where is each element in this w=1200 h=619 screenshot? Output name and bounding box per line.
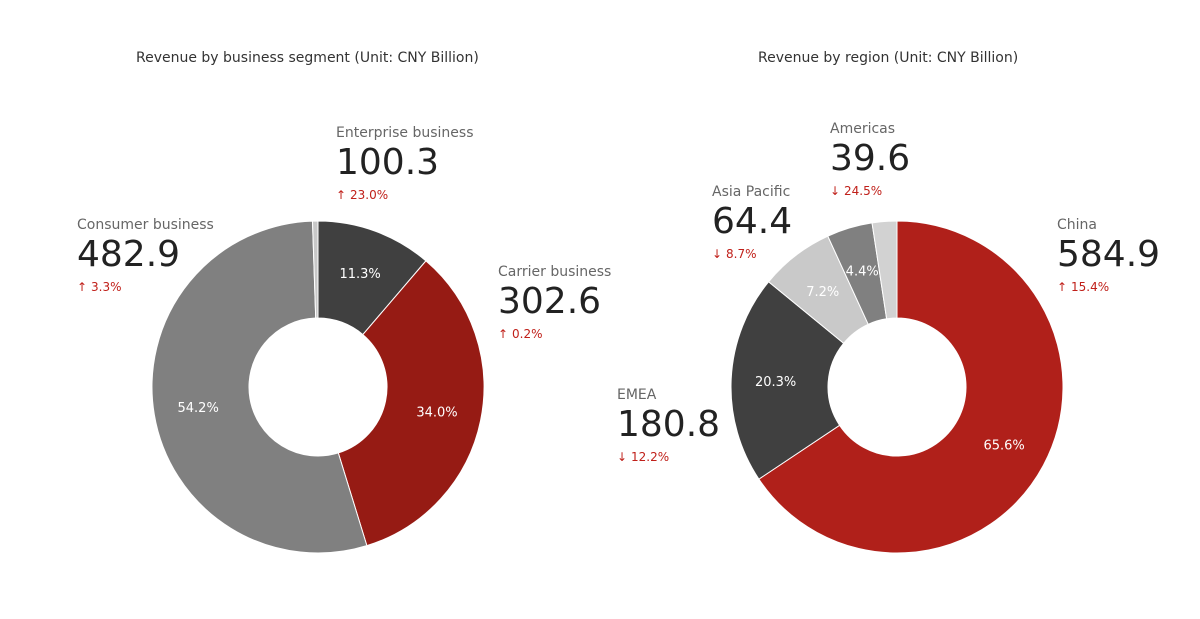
- slice-emea: [730, 281, 845, 480]
- slice-percent-label: 11.3%: [339, 267, 380, 282]
- callout-value: 482.9: [77, 234, 181, 275]
- arrow-up-icon: ↑: [1057, 280, 1068, 294]
- callout-emea: EMEA 180.8 ↓ 12.2%: [617, 386, 720, 466]
- callout-change: ↓ 12.2%: [617, 450, 670, 464]
- callout-value: 100.3: [336, 142, 440, 183]
- chart-title-segment: Revenue by business segment (Unit: CNY B…: [136, 50, 479, 66]
- slice-other: [311, 220, 319, 319]
- arrow-down-icon: ↓: [712, 247, 723, 261]
- callout-value: 584.9: [1057, 234, 1161, 275]
- callout-change: ↑ 0.2%: [498, 327, 543, 341]
- callout-label: Asia Pacific: [712, 184, 791, 200]
- slice-other: [871, 220, 898, 320]
- arrow-down-icon: ↓: [617, 450, 628, 464]
- slice-percent-label: 20.3%: [755, 375, 796, 390]
- slice-percent-label: 4.4%: [846, 265, 879, 280]
- slice-percent-label: 7.2%: [806, 285, 839, 300]
- slice-percent-label: 54.2%: [178, 401, 219, 416]
- callout-value: 180.8: [617, 404, 721, 445]
- callout-label: China: [1057, 217, 1097, 233]
- slice-china: [758, 220, 1064, 554]
- callout-value: 39.6: [830, 138, 911, 179]
- slice-percent-label: 65.6%: [983, 438, 1024, 453]
- callout-americas: Americas 39.6 ↓ 24.5%: [830, 120, 910, 200]
- callout-label: Consumer business: [77, 217, 214, 233]
- slice-consumer-business: [151, 220, 368, 554]
- callout-label: Enterprise business: [336, 125, 474, 141]
- callout-enterprise: Enterprise business 100.3 ↑ 23.0%: [336, 124, 473, 204]
- callout-label: Americas: [830, 121, 896, 137]
- callout-label: Carrier business: [498, 264, 612, 280]
- callout-carrier: Carrier business 302.6 ↑ 0.2%: [498, 263, 611, 343]
- callout-china: China 584.9 ↑ 15.4%: [1057, 216, 1160, 296]
- slice-percent-label: 34.0%: [416, 406, 457, 421]
- arrow-up-icon: ↑: [336, 188, 347, 202]
- arrow-up-icon: ↑: [498, 327, 509, 341]
- arrow-down-icon: ↓: [830, 184, 841, 198]
- callout-change: ↓ 8.7%: [712, 247, 757, 261]
- callout-asia-pacific: Asia Pacific 64.4 ↓ 8.7%: [712, 183, 792, 263]
- callout-change: ↑ 3.3%: [77, 280, 122, 294]
- arrow-up-icon: ↑: [77, 280, 88, 294]
- callout-value: 302.6: [498, 281, 602, 322]
- chart-title-region: Revenue by region (Unit: CNY Billion): [758, 50, 1019, 66]
- segment-donut-chart: 11.3% 34.0% 54.2%: [151, 220, 485, 554]
- callout-label: EMEA: [617, 387, 657, 403]
- callout-value: 64.4: [712, 201, 793, 242]
- callout-change: ↑ 23.0%: [336, 188, 389, 202]
- callout-consumer: Consumer business 482.9 ↑ 3.3%: [77, 216, 214, 296]
- slice-carrier-business: [337, 260, 485, 547]
- callout-change: ↑ 15.4%: [1057, 280, 1110, 294]
- callout-change: ↓ 24.5%: [830, 184, 883, 198]
